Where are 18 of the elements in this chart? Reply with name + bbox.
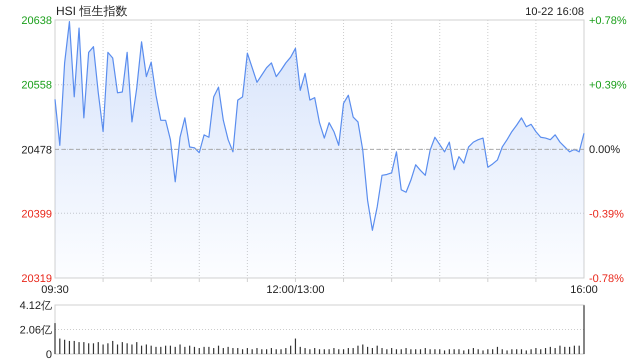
x-tick-label: 12:00/13:00 bbox=[266, 284, 325, 296]
y2-tick-label: +0.78% bbox=[589, 15, 627, 27]
y-tick-label: 4.12亿 bbox=[20, 300, 52, 312]
y-tick-label: 20638 bbox=[21, 15, 52, 27]
x-tick-label: 09:30 bbox=[41, 284, 69, 296]
y2-tick-label: -0.39% bbox=[589, 208, 624, 220]
chart-title: HSI 恒生指数 bbox=[56, 4, 128, 18]
x-tick-label: 16:00 bbox=[570, 284, 598, 296]
chart-subtitle: 10-22 16:08 bbox=[525, 6, 584, 18]
y-tick-label: 0 bbox=[46, 349, 52, 360]
y2-tick-label: 0.00% bbox=[589, 144, 620, 156]
y-tick-label: 20399 bbox=[21, 208, 52, 220]
y-tick-label: 20558 bbox=[21, 80, 52, 92]
y-tick-label: 20319 bbox=[21, 273, 52, 285]
y-tick-label: 20478 bbox=[21, 144, 52, 156]
y2-tick-label: -0.78% bbox=[589, 273, 624, 285]
y2-tick-label: +0.39% bbox=[589, 80, 627, 92]
y-tick-label: 2.06亿 bbox=[20, 324, 52, 336]
